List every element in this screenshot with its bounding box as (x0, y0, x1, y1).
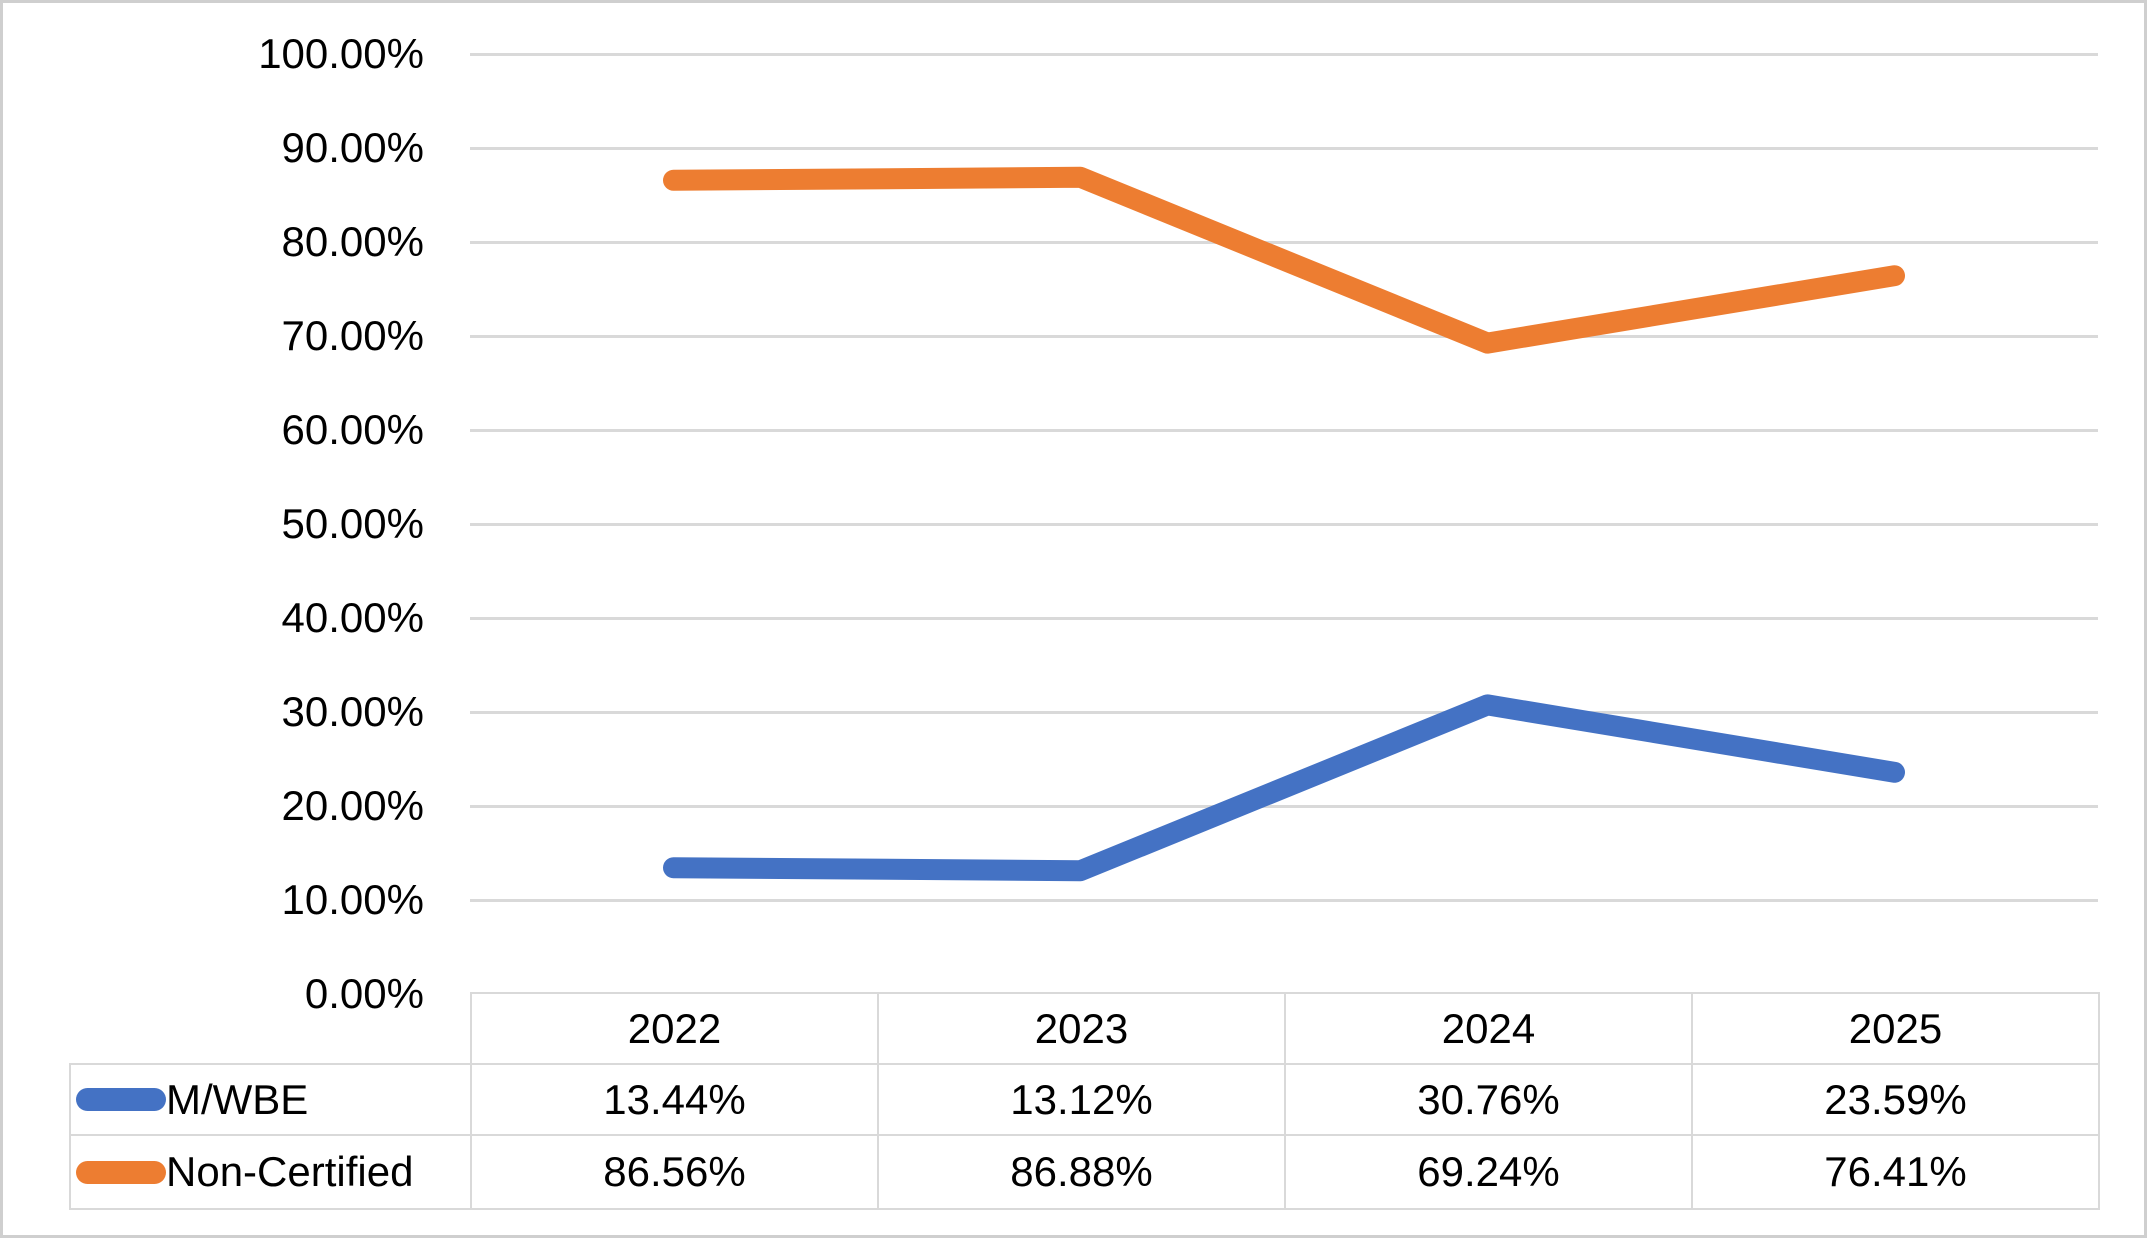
series-name-label: Non-Certified (166, 1148, 414, 1195)
gridline (470, 616, 2098, 620)
y-axis-tick-label: 40.00% (281, 594, 424, 641)
series-name-label: M/WBE (166, 1075, 309, 1123)
legend-line-marker (76, 1088, 166, 1111)
value-cell: 30.76% (1284, 1063, 1693, 1136)
line-plot (663, 166, 1905, 882)
gridline (470, 710, 2098, 714)
y-axis-tick-label: 60.00% (281, 406, 424, 453)
gridline (470, 240, 2098, 244)
gridline (470, 334, 2098, 338)
value-cell: 23.59% (1691, 1063, 2100, 1136)
legend-line-marker (76, 1160, 166, 1184)
value-cell: 13.12% (877, 1063, 1286, 1136)
y-axis-tick-label: 70.00% (281, 312, 424, 359)
legend-cell: Non-Certified (69, 1134, 472, 1210)
gridline (470, 898, 2098, 902)
table-corner-blank (70, 993, 471, 1064)
y-axis-tick-label: 30.00% (281, 688, 424, 735)
data-table: 2022 2023 2024 2025 M/WBE 13.44% 13.12% 30.76% 2… (69, 992, 2100, 1210)
value-cell: 76.41% (1691, 1134, 2100, 1210)
gridline (470, 52, 2098, 56)
value-cell: 13.44% (470, 1063, 879, 1136)
value-cell: 86.56% (470, 1134, 879, 1210)
category-header: 2024 (1284, 992, 1693, 1065)
category-header: 2025 (1691, 992, 2100, 1065)
value-cell: 86.88% (877, 1134, 1286, 1210)
gridline (470, 522, 2098, 526)
y-axis-tick-label: 100.00% (258, 30, 424, 77)
y-axis-tick-label: 20.00% (281, 782, 424, 829)
y-axis-tick-label: 0.00% (304, 970, 424, 1017)
y-axis-tick-label: 80.00% (281, 218, 424, 265)
y-axis-tick-label: 50.00% (281, 500, 424, 547)
y-axis-tick-label: 90.00% (281, 124, 424, 171)
series-line-m-wbe (663, 694, 1905, 882)
category-header: 2023 (877, 992, 1286, 1065)
series-line-non-certified (663, 166, 1905, 354)
table-row: Non-Certified 86.56% 86.88% 69.24% 76.41% (69, 1134, 2100, 1210)
gridline (470, 428, 2098, 432)
category-header: 2022 (470, 992, 879, 1065)
legend-cell: M/WBE (69, 1063, 472, 1136)
table-row: M/WBE 13.44% 13.12% 30.76% 23.59% (69, 1063, 2100, 1136)
value-cell: 69.24% (1284, 1134, 1693, 1210)
gridline (470, 804, 2098, 808)
gridline (470, 146, 2098, 150)
y-axis-tick-label: 10.00% (281, 876, 424, 923)
